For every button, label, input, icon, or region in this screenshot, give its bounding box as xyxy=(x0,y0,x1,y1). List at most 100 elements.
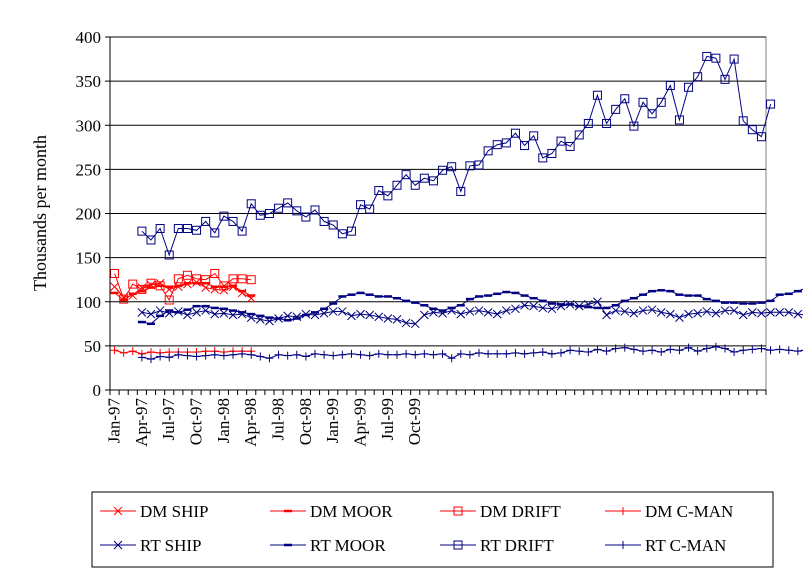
data-point xyxy=(747,125,757,135)
data-point xyxy=(757,344,766,353)
data-point xyxy=(602,310,611,320)
data-point xyxy=(492,140,502,150)
data-point xyxy=(656,307,666,317)
data-point xyxy=(619,507,627,515)
data-point xyxy=(629,308,639,318)
legend-item: DM MOOR xyxy=(270,502,393,521)
data-point xyxy=(775,307,785,317)
data-point xyxy=(164,295,174,305)
data-point xyxy=(566,346,575,355)
y-tick-label: 100 xyxy=(76,293,102,312)
data-point xyxy=(365,351,374,360)
data-point xyxy=(483,307,493,317)
gridlines xyxy=(110,36,766,347)
data-point xyxy=(493,349,502,358)
data-point xyxy=(584,348,593,357)
data-point xyxy=(182,270,192,280)
data-point xyxy=(319,216,329,226)
x-tick-label: Oct-98 xyxy=(296,398,315,445)
data-point xyxy=(147,348,155,357)
y-axis-title: Thousands per month xyxy=(30,135,50,291)
data-point xyxy=(137,226,147,236)
data-point xyxy=(428,176,438,186)
y-tick-label: 400 xyxy=(76,28,102,47)
data-point xyxy=(665,81,675,91)
data-point xyxy=(520,349,529,358)
data-point xyxy=(592,90,602,100)
data-point xyxy=(453,540,463,550)
data-point xyxy=(510,128,520,138)
y-tick-label: 350 xyxy=(76,72,102,91)
data-point xyxy=(255,210,265,220)
data-point xyxy=(693,347,702,356)
data-point xyxy=(547,349,556,358)
data-point xyxy=(210,350,219,359)
data-point xyxy=(274,203,284,213)
legend-label: RT SHIP xyxy=(140,536,202,555)
data-point xyxy=(511,348,520,357)
legend-label: RT DRIFT xyxy=(480,536,554,555)
y-tick-label: 200 xyxy=(76,205,102,224)
data-point xyxy=(502,349,511,358)
series-line xyxy=(141,346,803,360)
data-point xyxy=(702,344,711,353)
data-point xyxy=(648,346,657,355)
data-point xyxy=(593,297,602,307)
data-point xyxy=(347,311,356,321)
data-point xyxy=(647,305,657,315)
data-point xyxy=(520,141,530,151)
data-point xyxy=(374,186,384,196)
data-point xyxy=(456,309,466,319)
data-point xyxy=(411,350,420,359)
legend-item: RT C-MAN xyxy=(605,536,726,555)
data-point xyxy=(401,170,411,180)
data-point xyxy=(264,209,274,218)
x-tick-label: Jan-98 xyxy=(214,398,233,443)
legend-label: DM SHIP xyxy=(140,502,209,521)
y-tick-label: 300 xyxy=(76,116,102,135)
data-point xyxy=(766,99,776,109)
data-point xyxy=(619,541,627,549)
data-point xyxy=(775,345,784,354)
y-tick-label: 50 xyxy=(84,337,101,356)
data-point xyxy=(729,306,739,315)
legend-label: DM DRIFT xyxy=(480,502,561,521)
data-point xyxy=(392,180,402,190)
data-point xyxy=(602,118,612,128)
data-point xyxy=(419,310,429,320)
data-point xyxy=(620,94,630,104)
data-point xyxy=(237,274,247,284)
data-point xyxy=(721,344,729,353)
data-point xyxy=(155,224,165,234)
data-point xyxy=(374,312,384,322)
data-point xyxy=(110,346,119,355)
data-point xyxy=(656,97,666,107)
data-point xyxy=(511,304,520,314)
data-point xyxy=(146,278,156,288)
data-point xyxy=(201,283,211,292)
y-tick-label: 250 xyxy=(76,160,102,179)
x-tick-label: Apr-98 xyxy=(241,398,260,447)
legend-item: DM DRIFT xyxy=(440,502,561,521)
data-point xyxy=(228,310,238,320)
legend-item: RT SHIP xyxy=(100,536,202,555)
data-point xyxy=(784,307,794,317)
data-point xyxy=(720,74,730,84)
data-point xyxy=(174,350,183,359)
data-point xyxy=(410,180,420,190)
data-point xyxy=(465,161,475,171)
data-point xyxy=(556,136,566,146)
data-point xyxy=(383,350,392,359)
data-point xyxy=(246,275,256,285)
series-rt-c-man xyxy=(137,342,803,364)
data-point xyxy=(793,347,802,356)
data-point xyxy=(183,351,192,360)
data-point xyxy=(164,250,174,260)
data-point xyxy=(156,352,165,361)
data-point xyxy=(113,540,123,550)
x-tick-label: Jul-97 xyxy=(159,398,178,441)
series-rt-ship xyxy=(137,297,803,329)
x-tick-label: Oct-99 xyxy=(405,398,424,445)
data-point xyxy=(574,130,584,140)
data-point xyxy=(620,343,629,352)
